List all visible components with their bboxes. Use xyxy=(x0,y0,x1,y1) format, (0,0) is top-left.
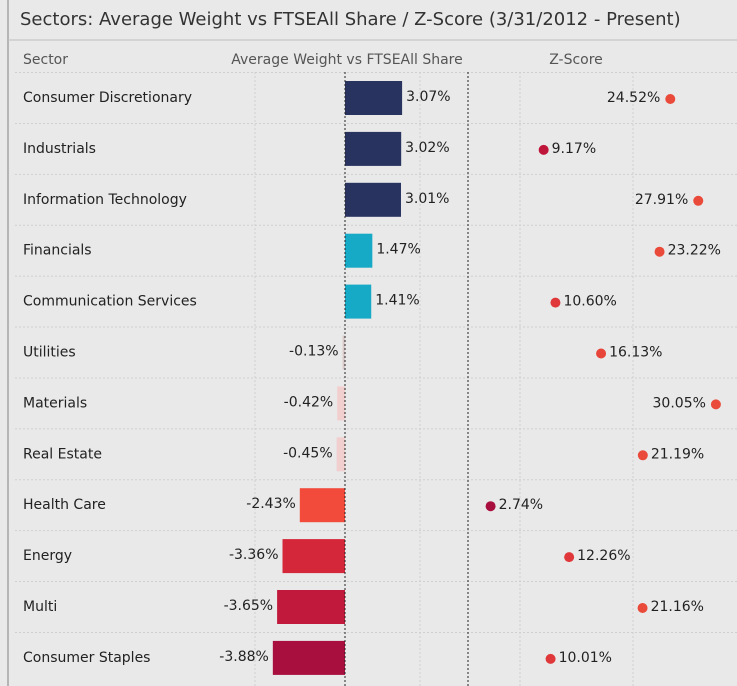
category-label: Consumer Staples xyxy=(23,650,150,666)
column-header: Average Weight vs FTSEAll Share xyxy=(231,52,463,68)
value-label: -3.65% xyxy=(224,598,274,614)
category-label: Information Technology xyxy=(23,192,187,208)
z-label: 2.74% xyxy=(499,497,543,513)
bar xyxy=(345,284,372,319)
category-label: Industrials xyxy=(23,141,96,157)
z-label: 12.26% xyxy=(577,548,630,564)
value-label: 3.02% xyxy=(405,140,449,156)
z-dot xyxy=(710,399,721,410)
category-label: Energy xyxy=(23,548,72,564)
value-label: -3.88% xyxy=(219,649,269,665)
z-dot xyxy=(538,144,549,155)
bar xyxy=(337,386,345,421)
z-label: 10.01% xyxy=(559,650,612,666)
bar xyxy=(299,488,345,523)
value-label: 3.07% xyxy=(406,89,450,105)
z-dot xyxy=(550,297,561,308)
bar xyxy=(342,335,345,370)
z-label: 24.52% xyxy=(607,90,660,106)
column-header: Sector xyxy=(23,52,68,68)
z-dot xyxy=(485,501,496,512)
z-label: 10.60% xyxy=(563,294,616,310)
bar xyxy=(336,437,345,472)
value-label: 3.01% xyxy=(405,191,449,207)
bar xyxy=(282,539,345,574)
value-label: -3.36% xyxy=(229,547,279,563)
z-dot xyxy=(654,246,665,257)
z-label: 21.19% xyxy=(651,446,704,462)
z-dot xyxy=(637,450,648,461)
z-label: 9.17% xyxy=(552,141,596,157)
column-header: Z-Score xyxy=(549,52,603,68)
z-label: 16.13% xyxy=(609,345,662,361)
category-label: Multi xyxy=(23,599,57,615)
bar xyxy=(277,590,345,624)
bar xyxy=(345,131,402,166)
category-label: Materials xyxy=(23,395,87,411)
rows: Consumer Discretionary 3.07% 24.52% Industr… xyxy=(15,72,737,675)
z-dot xyxy=(596,348,607,359)
z-dot xyxy=(693,195,704,206)
category-label: Communication Services xyxy=(23,294,197,310)
category-label: Health Care xyxy=(23,497,106,513)
category-label: Utilities xyxy=(23,345,76,361)
z-dot xyxy=(637,603,648,613)
value-label: 1.47% xyxy=(376,242,420,258)
z-dot xyxy=(665,94,676,104)
bar xyxy=(345,182,401,217)
z-label: 30.05% xyxy=(653,395,706,411)
value-label: -0.45% xyxy=(283,445,333,461)
z-label: 21.16% xyxy=(651,599,704,615)
category-label: Consumer Discretionary xyxy=(23,90,192,106)
value-label: 1.41% xyxy=(375,293,419,309)
value-label: -2.43% xyxy=(246,496,296,512)
category-label: Financials xyxy=(23,243,92,259)
category-label: Real Estate xyxy=(23,446,102,462)
bar xyxy=(345,233,373,268)
z-label: 27.91% xyxy=(635,192,688,208)
z-dot xyxy=(564,552,575,563)
z-dot xyxy=(545,653,556,664)
bar xyxy=(272,640,345,675)
value-label: -0.13% xyxy=(289,344,339,360)
z-label: 23.22% xyxy=(668,243,721,259)
chart-title: Sectors: Average Weight vs FTSEAll Share… xyxy=(20,9,681,30)
bar xyxy=(345,81,403,115)
value-label: -0.42% xyxy=(284,394,334,410)
